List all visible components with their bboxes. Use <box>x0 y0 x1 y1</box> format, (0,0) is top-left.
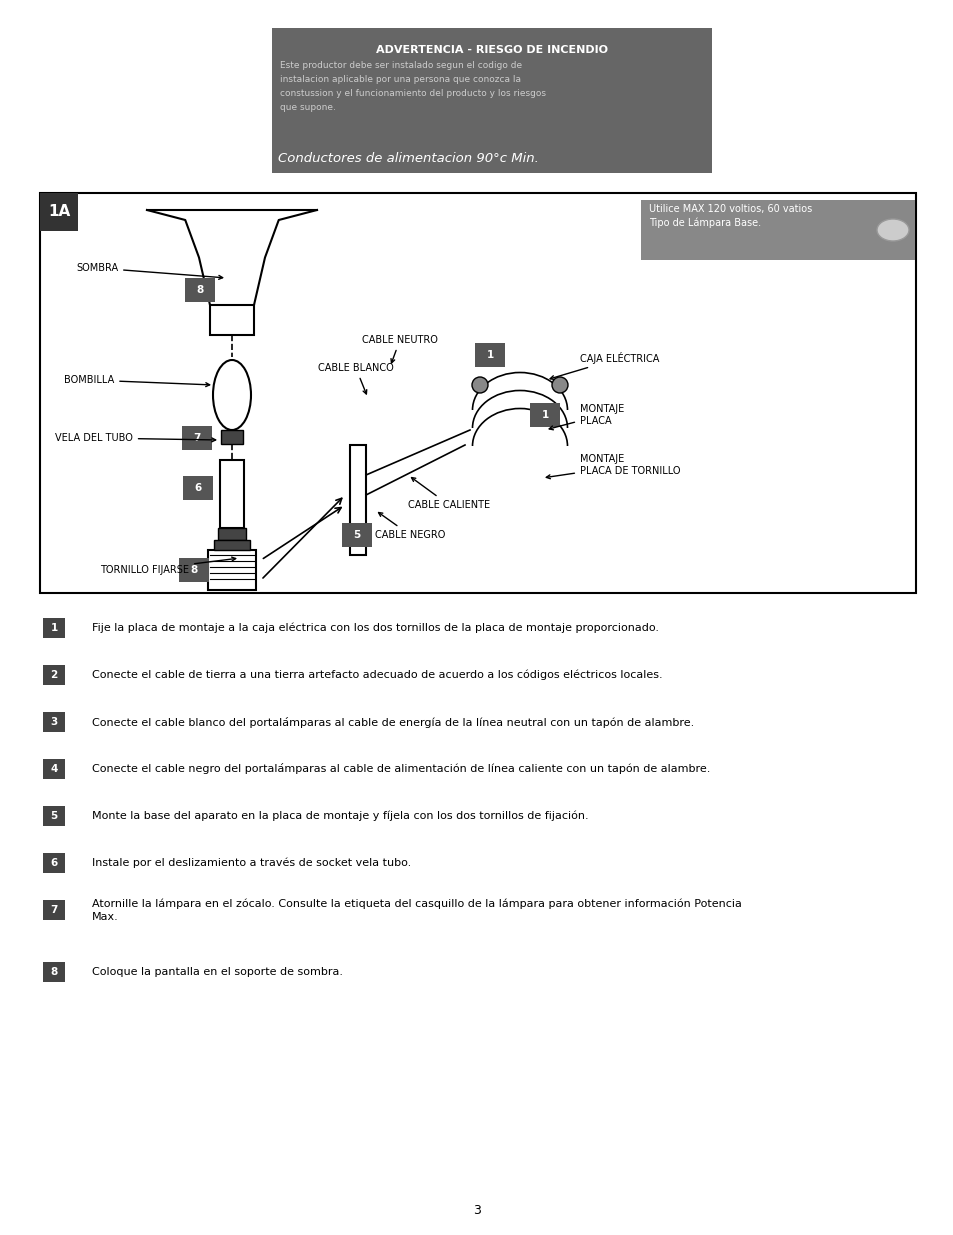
Text: 2: 2 <box>51 671 57 680</box>
Text: CABLE BLANCO: CABLE BLANCO <box>317 363 394 394</box>
Bar <box>640 200 914 261</box>
Bar <box>40 193 915 593</box>
Text: Este productor debe ser instalado segun el codigo de: Este productor debe ser instalado segun … <box>280 62 521 70</box>
Text: 8: 8 <box>51 967 57 977</box>
Bar <box>43 962 65 982</box>
Bar <box>43 900 65 920</box>
Bar <box>43 618 65 638</box>
Text: 8: 8 <box>191 564 197 576</box>
Text: 3: 3 <box>51 718 57 727</box>
Bar <box>208 550 255 590</box>
Bar <box>218 529 246 540</box>
Text: 1: 1 <box>51 622 57 634</box>
Bar <box>210 305 253 335</box>
Text: Conecte el cable de tierra a una tierra artefacto adecuado de acuerdo a los códi: Conecte el cable de tierra a una tierra … <box>91 669 662 680</box>
Text: CAJA ELÉCTRICA: CAJA ELÉCTRICA <box>550 352 659 379</box>
Text: 3: 3 <box>473 1203 480 1216</box>
Text: Instale por el deslizamiento a través de socket vela tubo.: Instale por el deslizamiento a través de… <box>91 858 411 868</box>
Text: 1: 1 <box>540 410 548 420</box>
Text: Monte la base del aparato en la placa de montaje y fíjela con los dos tornillos : Monte la base del aparato en la placa de… <box>91 810 588 821</box>
Ellipse shape <box>876 219 908 241</box>
Bar <box>185 278 215 301</box>
Text: Conecte el cable blanco del portalámparas al cable de energía de la línea neutr: Conecte el cable blanco del portalámpar… <box>91 716 694 727</box>
Text: ADVERTENCIA - RIESGO DE INCENDIO: ADVERTENCIA - RIESGO DE INCENDIO <box>375 44 607 56</box>
Bar <box>529 403 559 427</box>
Text: SOMBRA: SOMBRA <box>76 263 222 279</box>
Text: 6: 6 <box>194 483 201 493</box>
Bar <box>43 806 65 826</box>
Text: TORNILLO FIJARSE: TORNILLO FIJARSE <box>100 557 235 576</box>
Bar <box>474 343 505 367</box>
Circle shape <box>472 377 488 393</box>
Bar <box>182 477 213 500</box>
Circle shape <box>552 377 567 393</box>
Text: MONTAJE
PLACA DE TORNILLO: MONTAJE PLACA DE TORNILLO <box>546 453 679 479</box>
Bar <box>43 760 65 779</box>
Bar <box>43 713 65 732</box>
Bar <box>220 459 244 529</box>
Ellipse shape <box>213 359 251 430</box>
Bar <box>213 540 250 550</box>
Text: instalacion aplicable por una persona que conozca la: instalacion aplicable por una persona qu… <box>280 75 520 84</box>
Text: MONTAJE
PLACA: MONTAJE PLACA <box>549 404 623 430</box>
Text: que supone.: que supone. <box>280 104 335 112</box>
Text: 8: 8 <box>196 285 203 295</box>
Text: 4: 4 <box>51 764 57 774</box>
Text: Conductores de alimentacion 90°c Min.: Conductores de alimentacion 90°c Min. <box>277 152 538 165</box>
Text: Atornille la lámpara en el zócalo. Consulte la etiqueta del casquillo de la lámp: Atornille la lámpara en el zócalo. Consu… <box>91 898 741 921</box>
Text: 6: 6 <box>51 858 57 868</box>
Text: constussion y el funcionamiento del producto y los riesgos: constussion y el funcionamiento del prod… <box>280 89 545 99</box>
Bar <box>43 664 65 685</box>
Text: Utilice MAX 120 voltios, 60 vatios
Tipo de Lámpara Base.: Utilice MAX 120 voltios, 60 vatios Tipo … <box>648 204 811 228</box>
Text: 1: 1 <box>486 350 493 359</box>
Text: 7: 7 <box>51 905 57 915</box>
Text: 1A: 1A <box>48 205 71 220</box>
Bar <box>43 853 65 873</box>
Text: 7: 7 <box>193 433 200 443</box>
Text: Conecte el cable negro del portalámparas al cable de alimentación de línea cali: Conecte el cable negro del portalámpara… <box>91 763 710 774</box>
Bar <box>178 558 209 582</box>
Bar <box>341 524 372 547</box>
Text: Fije la placa de montaje a la caja eléctrica con los dos tornillos de la placa d: Fije la placa de montaje a la caja eléct… <box>91 622 659 634</box>
Bar <box>181 426 213 450</box>
Bar <box>221 430 243 445</box>
Bar <box>350 445 366 555</box>
Text: 5: 5 <box>51 811 57 821</box>
Bar <box>40 193 78 231</box>
Text: CABLE CALIENTE: CABLE CALIENTE <box>408 478 490 510</box>
Text: CABLE NEUTRO: CABLE NEUTRO <box>361 335 437 363</box>
Text: Coloque la pantalla en el soporte de sombra.: Coloque la pantalla en el soporte de som… <box>91 967 343 977</box>
Bar <box>272 28 711 173</box>
Text: CABLE NEGRO: CABLE NEGRO <box>375 513 445 540</box>
Text: 5: 5 <box>353 530 360 540</box>
Text: VELA DEL TUBO: VELA DEL TUBO <box>55 433 215 443</box>
Text: BOMBILLA: BOMBILLA <box>64 375 210 387</box>
